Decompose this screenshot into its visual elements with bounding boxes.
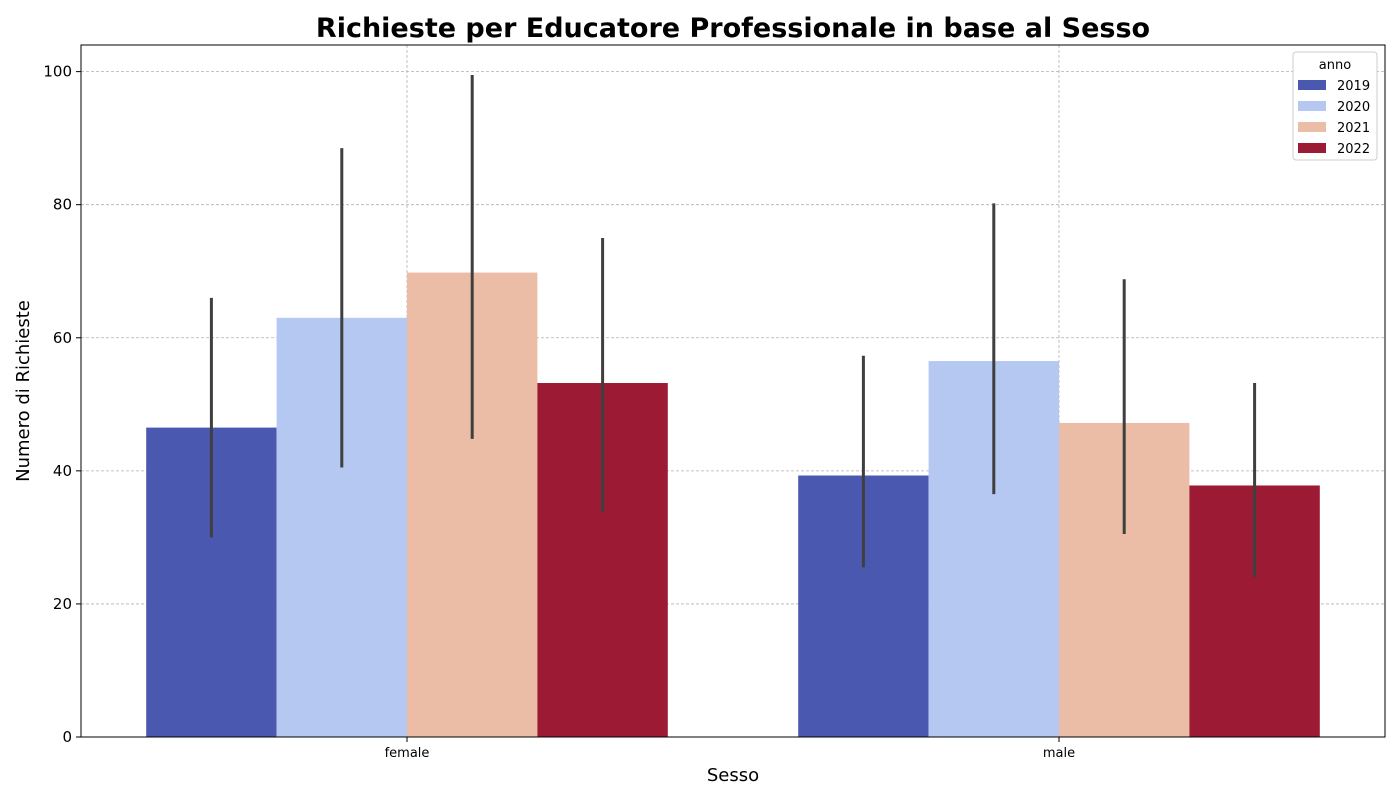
legend-swatch-2022: [1298, 143, 1326, 153]
legend-label-2020: 2020: [1337, 100, 1370, 115]
y-tick-label: 40: [53, 462, 72, 480]
plot-frame: [80, 44, 1386, 738]
y-axis-label: Numero di Richieste: [13, 300, 34, 482]
legend-swatch-2021: [1298, 122, 1326, 132]
legend-box: [1292, 51, 1378, 161]
legend-label-2021: 2021: [1337, 121, 1370, 136]
x-tick-label: male: [1043, 746, 1075, 761]
chart-title: Richieste per Educatore Professionale in…: [316, 13, 1150, 44]
legend-label-2019: 2019: [1337, 79, 1370, 94]
error-bars-layer: [209, 74, 1257, 578]
legend-swatch-2019: [1298, 80, 1326, 90]
x-axis-label: Sesso: [707, 765, 759, 786]
y-tick-label: 60: [53, 329, 72, 347]
legend-title: anno: [1319, 58, 1351, 73]
ticks-layer: 0 20 40 60 80 100 female male: [43, 63, 1075, 761]
y-tick-label: 0: [62, 728, 72, 746]
y-tick-label: 80: [53, 196, 72, 214]
y-tick-label: 20: [53, 595, 72, 613]
legend-items: 2019 2020 2021 2022: [1298, 79, 1370, 157]
y-tick-label: 100: [43, 63, 72, 81]
legend: anno 2019 2020 2021 2022: [1292, 51, 1378, 161]
bars-layer: [146, 272, 1320, 737]
legend-label-2022: 2022: [1337, 142, 1370, 157]
x-tick-label: female: [385, 746, 430, 761]
legend-swatch-2020: [1298, 101, 1326, 111]
